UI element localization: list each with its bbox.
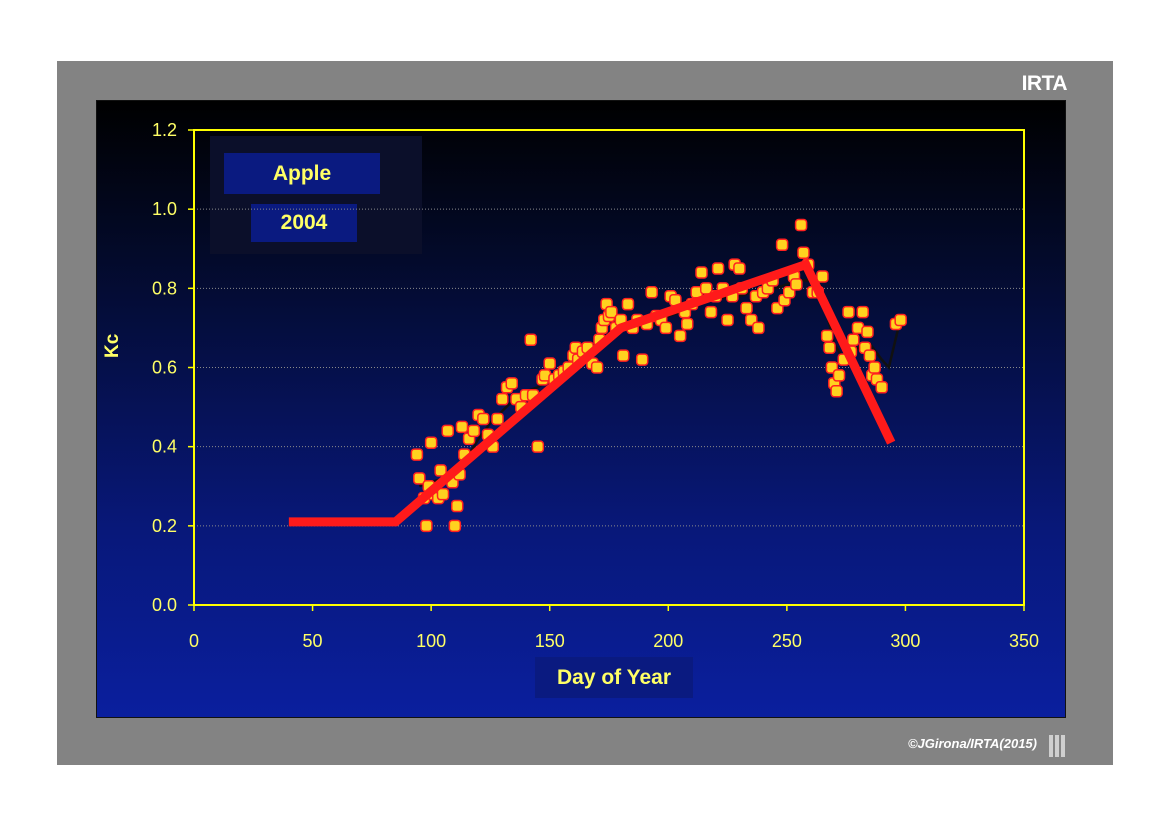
- plot-border: [193, 129, 1025, 606]
- data-point: [704, 305, 718, 319]
- legend-crop: Apple: [224, 153, 380, 194]
- data-point: [863, 349, 877, 362]
- data-point: [524, 333, 537, 347]
- data-point: [448, 519, 462, 533]
- y-tick-label: 0.8: [152, 278, 177, 298]
- x-tick-label: 100: [416, 631, 446, 651]
- data-point: [413, 472, 426, 485]
- x-tick-label: 300: [890, 631, 920, 651]
- data-point: [436, 487, 450, 501]
- copyright-note: ©JGirona/IRTA(2015): [907, 736, 1037, 751]
- data-point: [894, 313, 907, 327]
- data-point: [856, 305, 869, 319]
- data-point: [711, 262, 725, 275]
- y-tick-label: 0.6: [152, 358, 177, 378]
- y-tick-label: 0.2: [152, 516, 177, 536]
- tick-labels: 0.0 0.2 0.4 0.6 0.8 1.0 1.2 0 50 100 150 200 250 300 3…: [152, 120, 1039, 651]
- data-point: [496, 392, 509, 406]
- gridlines: [194, 208, 1024, 527]
- x-axis-label: Day of Year: [535, 657, 693, 698]
- data-point: [699, 282, 713, 295]
- x-tick-label: 0: [189, 631, 199, 651]
- data-point: [794, 218, 808, 232]
- data-point: [820, 329, 834, 343]
- model-line: [288, 259, 896, 527]
- data-point: [733, 262, 746, 275]
- data-point: [441, 424, 454, 438]
- legend-year: 2004: [251, 204, 357, 242]
- y-tick-label: 1.0: [152, 199, 177, 219]
- logo-mark-icon: [1049, 735, 1067, 757]
- data-point: [420, 519, 433, 533]
- data-points: [410, 218, 907, 533]
- data-point: [847, 333, 860, 347]
- chart-frame: IRTA ©JGirona/IRTA(2015): [57, 61, 1113, 765]
- data-point: [740, 301, 753, 315]
- data-point: [832, 369, 846, 382]
- data-point: [695, 266, 708, 279]
- data-point: [842, 305, 855, 319]
- data-point: [861, 325, 874, 339]
- data-point: [681, 317, 694, 331]
- data-point: [830, 385, 843, 398]
- data-point: [721, 313, 734, 327]
- y-tick-label: 0.4: [152, 437, 177, 457]
- data-point: [450, 499, 464, 513]
- x-tick-label: 200: [653, 631, 683, 651]
- data-point: [790, 278, 803, 291]
- data-point: [659, 321, 673, 335]
- brand-logo: IRTA: [1021, 72, 1068, 95]
- data-point: [673, 329, 687, 343]
- data-point: [543, 357, 556, 370]
- y-tick-label: 1.2: [152, 120, 177, 140]
- model-kc-line: [288, 259, 896, 527]
- data-point: [616, 349, 630, 362]
- data-point: [645, 286, 658, 299]
- data-point: [531, 440, 545, 453]
- data-point: [410, 448, 424, 461]
- y-tick-label: 0.0: [152, 595, 177, 615]
- legend-panel: Apple 2004: [210, 136, 422, 254]
- data-point: [455, 420, 469, 434]
- data-point: [467, 424, 481, 438]
- x-tick-label: 50: [303, 631, 323, 651]
- data-point: [752, 321, 765, 335]
- data-point: [816, 270, 829, 283]
- x-tick-label: 150: [535, 631, 565, 651]
- data-point: [868, 361, 881, 374]
- data-point: [635, 353, 649, 366]
- data-point: [797, 246, 810, 259]
- data-point: [823, 341, 836, 354]
- x-tick-label: 250: [772, 631, 802, 651]
- data-point: [875, 381, 888, 394]
- data-point: [621, 297, 635, 311]
- x-tick-label: 350: [1009, 631, 1039, 651]
- data-point: [477, 412, 490, 426]
- data-point: [605, 305, 618, 319]
- data-point: [505, 377, 519, 390]
- data-point: [775, 238, 789, 252]
- data-point: [424, 436, 438, 449]
- data-point: [590, 361, 604, 374]
- data-point: [434, 464, 447, 477]
- data-point: [491, 412, 504, 426]
- axes: [188, 129, 1025, 611]
